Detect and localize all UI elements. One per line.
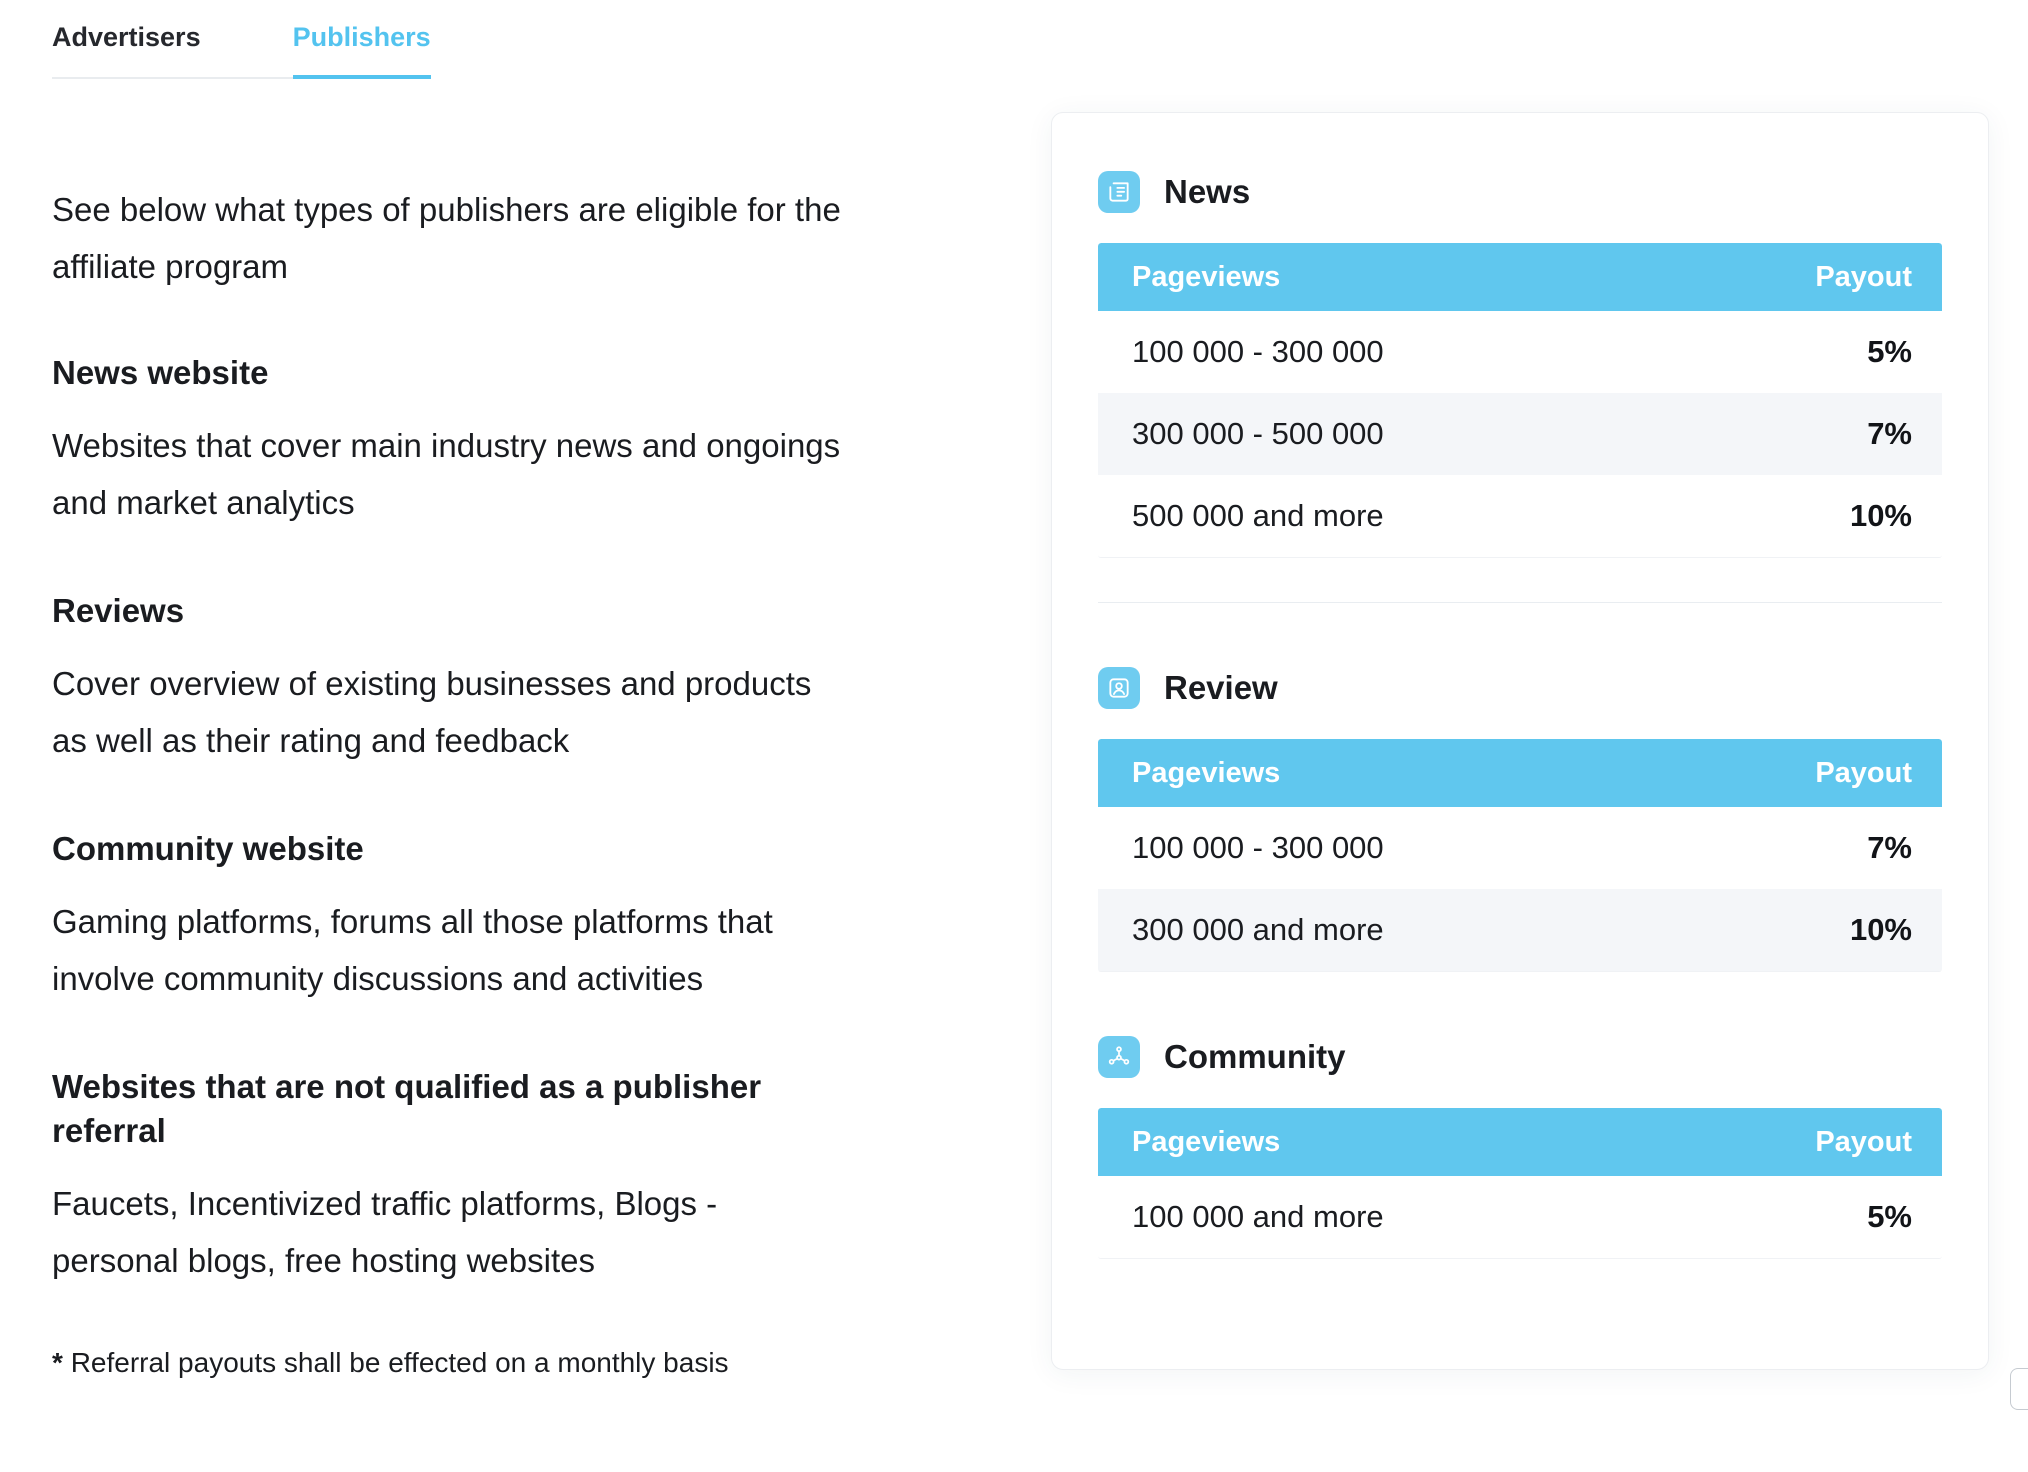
info-sections: News website Websites that cover main ind… — [52, 351, 852, 1289]
payout-table: Pageviews Payout 100 000 - 300 000 7% 300 00… — [1098, 739, 1942, 972]
table-header-row: Pageviews Payout — [1098, 243, 1942, 311]
column-header-pageviews: Pageviews — [1132, 756, 1281, 789]
news-icon — [1098, 171, 1140, 213]
payout-row: 100 000 - 300 000 5% — [1098, 311, 1942, 393]
payout-table: Pageviews Payout 100 000 and more 5% — [1098, 1108, 1942, 1259]
community-icon — [1098, 1036, 1140, 1078]
footnote-text: Referral payouts shall be effected on a … — [70, 1347, 729, 1378]
intro-text: See below what types of publishers are e… — [52, 191, 841, 285]
section-heading: News website — [52, 354, 269, 391]
payout-section-header: Review — [1098, 667, 1942, 709]
payout-card: News Pageviews Payout 100 000 - 300 000 5% 30… — [1051, 112, 1989, 1370]
publisher-info-column: See below what types of publishers are e… — [52, 181, 852, 1381]
info-section: Community website Gaming platforms, forum… — [52, 827, 852, 1007]
payout-row: 500 000 and more 10% — [1098, 475, 1942, 557]
column-header-payout: Payout — [1815, 756, 1912, 789]
payout-section-title: Review — [1164, 669, 1278, 706]
column-header-payout: Payout — [1815, 1125, 1912, 1158]
payout-section-review: Review Pageviews Payout 100 000 - 300 000 7%… — [1098, 667, 1942, 972]
payout-row: 300 000 and more 10% — [1098, 889, 1942, 971]
payout-row: 300 000 - 500 000 7% — [1098, 393, 1942, 475]
pageviews-value: 100 000 - 300 000 — [1132, 830, 1384, 865]
section-heading: Websites that are not qualified as a pub… — [52, 1068, 762, 1149]
payout-value: 5% — [1867, 334, 1912, 369]
payout-value: 10% — [1849, 498, 1912, 533]
pageviews-value: 100 000 - 300 000 — [1132, 334, 1384, 369]
table-header-row: Pageviews Payout — [1098, 1108, 1942, 1176]
payout-value: 5% — [1867, 1199, 1912, 1234]
info-section: Reviews Cover overview of existing busine… — [52, 589, 852, 769]
payout-section-community: Community Pageviews Payout 100 000 and more… — [1098, 1036, 1942, 1259]
pageviews-value: 300 000 - 500 000 — [1132, 416, 1384, 451]
tab-advertisers[interactable]: Advertisers — [52, 16, 293, 79]
review-icon — [1098, 667, 1140, 709]
payout-section-news: News Pageviews Payout 100 000 - 300 000 5% 30… — [1098, 171, 1942, 558]
info-section: News website Websites that cover main ind… — [52, 351, 852, 531]
payout-row: 100 000 - 300 000 7% — [1098, 807, 1942, 889]
payout-value: 10% — [1849, 912, 1912, 947]
column-header-payout: Payout — [1815, 260, 1912, 293]
edge-floating-widget[interactable] — [2010, 1368, 2028, 1410]
payout-value: 7% — [1867, 416, 1912, 451]
payout-row: 100 000 and more 5% — [1098, 1176, 1942, 1258]
payout-section-header: Community — [1098, 1036, 1942, 1078]
column-header-pageviews: Pageviews — [1132, 1125, 1281, 1158]
tab-bar: Advertisers Publishers — [52, 16, 431, 79]
pageviews-value: 300 000 and more — [1132, 912, 1384, 947]
section-heading: Community website — [52, 830, 364, 867]
footnote-asterisk: * — [52, 1347, 63, 1378]
payout-section-title: News — [1164, 173, 1251, 210]
payout-table: Pageviews Payout 100 000 - 300 000 5% 300 00… — [1098, 243, 1942, 558]
payout-value: 7% — [1867, 830, 1912, 865]
column-header-pageviews: Pageviews — [1132, 260, 1281, 293]
pageviews-value: 500 000 and more — [1132, 498, 1384, 533]
section-body: Cover overview of existing businesses an… — [52, 665, 812, 759]
section-body: Gaming platforms, forums all those platf… — [52, 903, 773, 997]
section-heading: Reviews — [52, 592, 185, 629]
section-body: Faucets, Incentivized traffic platforms,… — [52, 1185, 718, 1279]
card-divider — [1098, 602, 1942, 603]
section-body: Websites that cover main industry news a… — [52, 427, 841, 521]
footnote: * Referral payouts shall be effected on … — [52, 1345, 852, 1381]
payout-section-header: News — [1098, 171, 1942, 213]
payout-section-title: Community — [1164, 1038, 1346, 1075]
pageviews-value: 100 000 and more — [1132, 1199, 1384, 1234]
info-section: Websites that are not qualified as a pub… — [52, 1065, 852, 1289]
tab-publishers[interactable]: Publishers — [292, 16, 431, 79]
table-header-row: Pageviews Payout — [1098, 739, 1942, 807]
